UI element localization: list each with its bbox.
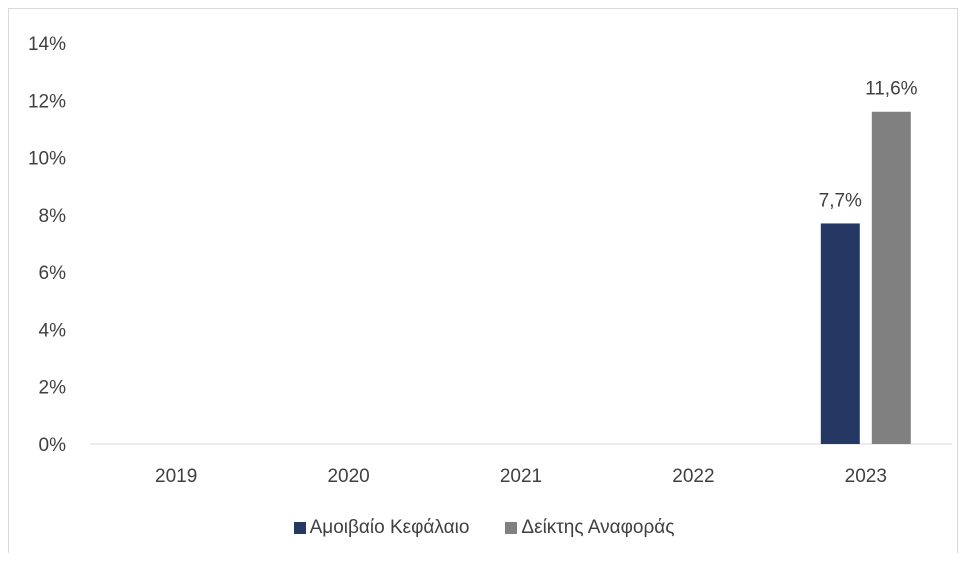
x-tick-label: 2021 [500, 466, 542, 487]
legend-label-benchmark: Δείκτης Αναφοράς [521, 517, 675, 538]
x-tick-label: 2023 [845, 466, 887, 487]
bar-fund-2023 [820, 223, 860, 444]
y-tick-label: 10% [28, 149, 66, 170]
chart-area [8, 8, 958, 553]
legend-item-fund: Αμοιβαίο Κεφάλαιο [293, 517, 470, 539]
y-tick-label: 8% [39, 206, 67, 227]
legend-item-benchmark: Δείκτης Αναφοράς [505, 517, 674, 539]
x-tick-label: 2022 [672, 466, 714, 487]
x-tick-label: 2019 [155, 466, 197, 487]
legend-swatch-fund [293, 522, 306, 534]
legend-label-fund: Αμοιβαίο Κεφάλαιο [309, 517, 470, 538]
data-label-fund-2023: 7,7% [819, 190, 862, 211]
data-label-benchmark-2023: 11,6% [865, 79, 918, 100]
y-tick-label: 12% [28, 91, 66, 112]
x-tick-label: 2020 [327, 466, 369, 487]
y-tick-label: 4% [39, 320, 67, 341]
bar-benchmark-2023 [871, 111, 911, 444]
y-tick-label: 0% [39, 435, 67, 456]
y-tick-label: 2% [39, 378, 67, 399]
legend: Αμοιβαίο Κεφάλαιο Δείκτης Αναφοράς [0, 517, 968, 539]
y-tick-label: 6% [39, 263, 67, 284]
legend-swatch-benchmark [505, 522, 518, 534]
y-tick-label: 14% [28, 34, 66, 55]
